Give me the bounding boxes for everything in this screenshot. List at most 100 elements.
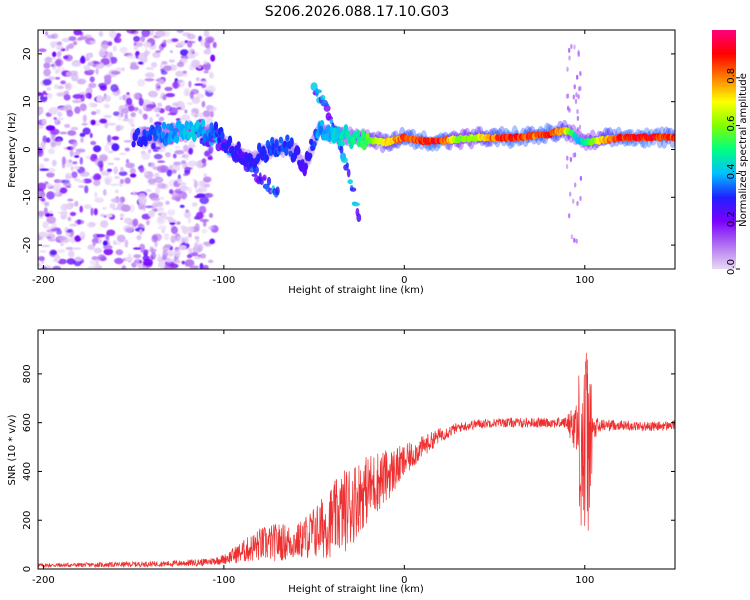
- noise-speckle: [144, 171, 149, 176]
- noise-speckle: [77, 180, 86, 183]
- noise-speckle: [210, 54, 216, 62]
- noise-speckle: [146, 219, 150, 226]
- noise-speckle: [164, 216, 174, 220]
- branch-mark: [356, 213, 362, 223]
- noise-speckle: [99, 118, 107, 124]
- noise-speckle: [98, 31, 104, 37]
- ridge-mark: [184, 120, 189, 130]
- noise-speckle: [44, 57, 53, 64]
- noise-speckle: [165, 200, 170, 205]
- noise-speckle: [38, 210, 45, 217]
- noise-speckle: [95, 174, 102, 180]
- noise-speckle: [184, 236, 189, 245]
- noise-speckle: [188, 248, 193, 253]
- noise-speckle: [175, 80, 183, 83]
- noise-speckle: [129, 167, 136, 174]
- noise-speckle: [149, 255, 154, 261]
- noise-speckle: [129, 173, 137, 178]
- noise-speckle: [121, 67, 125, 72]
- noise-speckle: [206, 85, 216, 93]
- spike-mark: [572, 198, 575, 204]
- spike-mark: [573, 44, 576, 50]
- noise-speckle: [204, 193, 214, 198]
- ridge-mark: [362, 144, 367, 151]
- noise-speckle: [184, 109, 188, 114]
- colorbar-label: Normalized spectral amplitude: [738, 73, 749, 227]
- spectrogram-y-tick-label: -20: [22, 237, 33, 253]
- noise-speckle: [202, 64, 209, 69]
- noise-speckle: [109, 183, 119, 187]
- spectrogram-x-tick-label: 100: [575, 275, 594, 286]
- noise-speckle: [72, 247, 82, 251]
- noise-speckle: [153, 121, 163, 127]
- noise-speckle: [155, 82, 161, 91]
- noise-speckle: [84, 185, 89, 194]
- noise-speckle: [176, 30, 184, 33]
- noise-speckle: [132, 190, 136, 196]
- snr-y-label: SNR (10 * v/v): [7, 414, 18, 485]
- ridge-mark: [361, 129, 366, 140]
- noise-speckle: [77, 78, 87, 85]
- noise-speckle: [141, 152, 151, 160]
- noise-speckle: [46, 92, 53, 99]
- branch-mark: [323, 104, 331, 112]
- snr-y-ticks: 0 200 400 600 800: [22, 364, 675, 572]
- ridge-mark: [274, 139, 279, 149]
- noise-speckle: [119, 178, 125, 184]
- noise-speckle: [199, 196, 209, 205]
- noise-speckle: [65, 71, 72, 77]
- noise-speckle: [166, 169, 172, 177]
- noise-speckle: [119, 213, 125, 218]
- noise-speckle: [139, 164, 145, 173]
- spike-mark: [568, 47, 571, 53]
- noise-speckle: [90, 207, 94, 216]
- noise-speckle: [203, 173, 208, 178]
- colorbar-tick-label: 0.6: [726, 116, 737, 132]
- noise-speckle: [55, 187, 59, 196]
- noise-speckle: [51, 159, 57, 167]
- noise-speckle: [207, 37, 213, 44]
- noise-speckle: [138, 228, 143, 235]
- noise-speckle: [89, 102, 95, 108]
- noise-speckle: [119, 196, 126, 203]
- noise-speckle: [188, 232, 192, 238]
- noise-speckle: [153, 201, 158, 205]
- noise-speckle: [77, 219, 81, 225]
- noise-speckle: [195, 77, 200, 82]
- spike-mark: [576, 115, 580, 121]
- noise-speckle: [149, 117, 154, 123]
- noise-speckle: [181, 260, 185, 265]
- noise-speckle: [72, 40, 78, 46]
- ridge-mark: [147, 134, 153, 142]
- noise-speckle: [38, 182, 47, 191]
- noise-speckle: [98, 237, 102, 244]
- noise-speckle: [112, 45, 117, 52]
- noise-speckle: [171, 169, 177, 174]
- noise-speckle: [149, 246, 154, 253]
- noise-speckle: [133, 35, 141, 42]
- noise-speckle: [172, 102, 179, 107]
- noise-speckle: [155, 113, 160, 118]
- noise-speckle: [195, 188, 202, 193]
- noise-speckle: [116, 33, 122, 38]
- noise-speckle: [154, 176, 164, 184]
- noise-speckle: [111, 136, 120, 141]
- noise-speckle: [155, 50, 162, 53]
- noise-speckle: [143, 50, 149, 57]
- snr-x-tick-label: 100: [575, 575, 594, 586]
- snr-frame: [37, 329, 676, 570]
- noise-speckle: [42, 265, 47, 269]
- spike-mark: [566, 155, 569, 161]
- noise-speckle: [80, 137, 84, 143]
- ridge-mark: [312, 141, 317, 148]
- noise-speckle: [194, 83, 204, 86]
- noise-speckle: [74, 106, 81, 114]
- noise-speckle: [50, 250, 57, 256]
- noise-speckle: [89, 132, 93, 138]
- noise-speckle: [137, 53, 147, 62]
- branch-mark: [352, 202, 360, 207]
- ridge-mark: [296, 146, 301, 155]
- noise-speckle: [126, 53, 137, 60]
- noise-speckle: [89, 259, 98, 266]
- noise-speckle: [52, 183, 62, 192]
